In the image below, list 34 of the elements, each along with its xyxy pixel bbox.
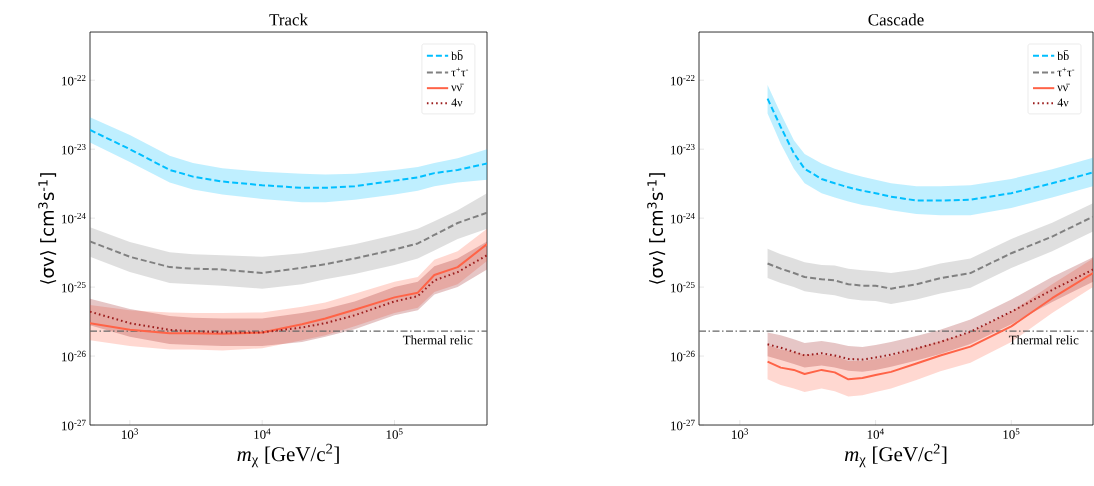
x-tick-label: 10$^{5}$ <box>1003 428 1020 439</box>
chart-title: Cascade <box>868 13 924 26</box>
y-tick-label: 10$^{-23}$ <box>62 143 86 155</box>
legend-label: τ$^{+}$τ$^{-}$ <box>451 67 469 77</box>
legend-label: τ$^{+}$τ$^{-}$ <box>1057 67 1075 77</box>
y-axis-title: ⟨σv⟩ [cm$^{3}$s$^{-1}$] <box>647 173 666 284</box>
y-tick-label: 10$^{-23}$ <box>671 143 695 155</box>
y-tick-label: 10$^{-25}$ <box>62 281 86 293</box>
x-tick-label: 10$^{5}$ <box>386 428 403 439</box>
y-tick-label: 10$^{-24}$ <box>62 212 86 224</box>
x-tick-label: 10$^{4}$ <box>254 428 271 439</box>
chart-title: Track <box>269 13 308 26</box>
x-tick-label: 10$^{3}$ <box>732 428 748 440</box>
x-tick-label: 10$^{3}$ <box>121 428 138 440</box>
y-axis-title: ⟨σv⟩ [cm$^{3}$s$^{-1}$] <box>38 173 57 284</box>
y-tick-label: 10$^{-24}$ <box>671 212 695 224</box>
x-axis-title: m$_{χ}$ [GeV/c$^{2}$] <box>237 443 339 468</box>
y-tick-label: 10$^{-26}$ <box>671 350 695 362</box>
y-tick-label: 10$^{-27}$ <box>62 419 86 431</box>
legend-label: 4ν <box>1057 98 1069 107</box>
x-axis-title: m$_{χ}$ [GeV/c$^{2}$] <box>844 443 947 468</box>
y-tick-label: 10$^{-22}$ <box>671 74 695 86</box>
legend-label: bb̄ <box>451 50 463 61</box>
y-tick-label: 10$^{-26}$ <box>62 350 86 362</box>
legend-label: bb̄ <box>1057 50 1069 61</box>
y-tick-label: 10$^{-22}$ <box>62 74 86 86</box>
ref-line-label: Thermal relic <box>402 335 473 345</box>
legend-label: 4ν <box>451 98 463 107</box>
legend-label: νν̄ <box>1057 83 1070 92</box>
ref-line-label: Thermal relic <box>1008 335 1079 345</box>
y-tick-label: 10$^{-25}$ <box>671 281 695 293</box>
y-tick-label: 10$^{-27}$ <box>671 419 695 431</box>
legend-label: νν̄ <box>451 83 464 92</box>
x-tick-label: 10$^{4}$ <box>867 428 884 439</box>
